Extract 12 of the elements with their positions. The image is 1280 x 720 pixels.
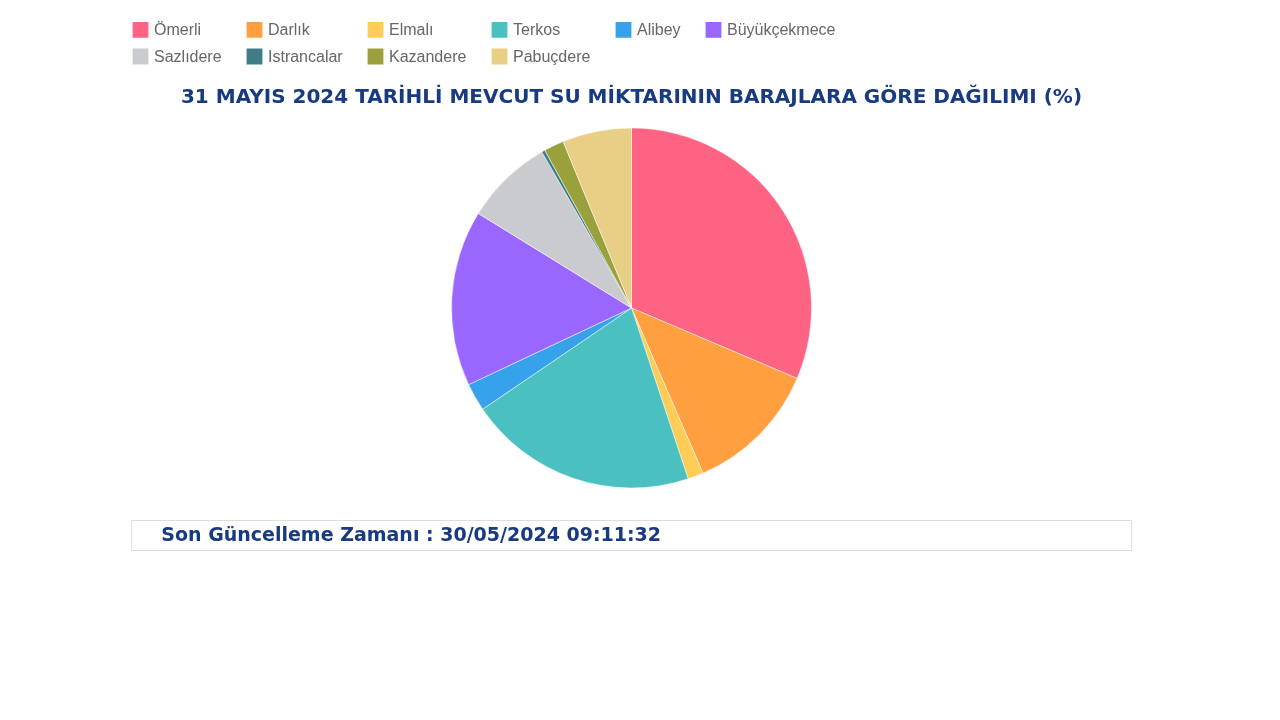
text: 31 MAYIS 2024 TARİHLİ MEVCUT SU MİKTARININ BARAJLARA GÖRE DAĞILIMI (%) bbox=[180, 84, 1083, 108]
legend-label: Büyükçekmece bbox=[727, 20, 836, 38]
legend-label: Kazandere bbox=[389, 47, 467, 65]
legend-label: Alibey bbox=[637, 20, 681, 38]
legend-label: Elmalı bbox=[389, 20, 434, 38]
legend-label: Pabuçdere bbox=[513, 47, 591, 65]
legend-label: Terkos bbox=[513, 20, 561, 38]
text: Son Güncelleme Zamanı : 30/05/2024 09:11:32 bbox=[161, 523, 661, 545]
legend-label: Sazlıdere bbox=[154, 47, 222, 65]
legend-label: Ömerli bbox=[154, 20, 202, 38]
legend-label: Darlık bbox=[268, 20, 311, 38]
legend-label: Istrancalar bbox=[268, 47, 344, 65]
